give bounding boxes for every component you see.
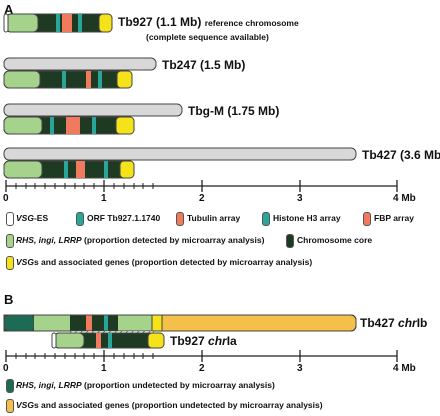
legend-rhs-undetected: RHS, ingi, LRRP (proportion undetected b… (16, 380, 275, 390)
legend-swatch-rhs-undetected (6, 379, 14, 393)
legend-vsgs-undetected: VSGs and associated genes (proportion un… (16, 400, 323, 410)
label-tb927-note2: (complete sequence available) (146, 32, 269, 42)
label-tb427-chrib: Tb427 chrIb (360, 316, 428, 330)
legend-swatch-fbp (363, 212, 371, 226)
legend-orf: ORF Tb927.1.1740 (87, 213, 161, 223)
axis-b-tick-3: 3 (297, 363, 303, 374)
axis-b-tick-2: 2 (199, 363, 205, 374)
legend-vsg-es: VSG-ES (16, 213, 49, 223)
axis-b (5, 350, 398, 362)
legend-swatch-orf (76, 212, 84, 226)
legend-swatch-histone (262, 212, 270, 226)
legend-fbp: FBP array (374, 213, 415, 223)
legend-swatch-tubulin (176, 212, 184, 226)
legend-swatch-vsgs-undetected (6, 399, 14, 413)
label-tb427: Tb427 (3.6 Mb) (362, 148, 440, 162)
tb927-name: Tb927 (1.1 Mb) (118, 15, 202, 29)
tb927-note1: reference chromosome (204, 18, 299, 28)
axis-b-tick-1: 1 (101, 363, 107, 374)
chromosome-tb927 (3, 13, 113, 33)
panel-b-letter: B (4, 292, 14, 307)
axis-a-tick-0: 0 (3, 193, 9, 204)
axis-a-tick-2: 2 (199, 193, 205, 204)
label-tb927: Tb927 (1.1 Mb) reference chromosome (118, 15, 299, 29)
label-tbg-m: Tbg-M (1.75 Mb) (188, 104, 280, 118)
legend-rhs: RHS, ingi, LRRP (proportion detected by … (16, 235, 265, 245)
legend-swatch-rhs (6, 234, 14, 248)
axis-a-tick-4: 4 Mb (393, 193, 416, 204)
axis-b-tick-4: 4 Mb (393, 363, 416, 374)
chromosome-tb927-chria (51, 332, 165, 349)
axis-a (5, 180, 398, 192)
legend-swatch-vsgs (6, 256, 14, 270)
axis-a-tick-3: 3 (297, 193, 303, 204)
legend-histone: Histone H3 array (273, 213, 341, 223)
chromosome-tbg-m (3, 103, 183, 135)
label-tb247: Tb247 (1.5 Mb) (162, 58, 246, 72)
axis-a-tick-1: 1 (101, 193, 107, 204)
legend-core: Chromosome core (297, 235, 373, 245)
legend-swatch-vsg-es (6, 212, 14, 226)
legend-tubulin: Tubulin array (187, 213, 241, 223)
chromosome-tb427-chrib (3, 314, 357, 332)
legend-vsgs: VSGs and associated genes (proportion de… (16, 257, 313, 267)
label-tb927-chria: Tb927 chrIa (170, 334, 237, 348)
chromosome-tb247 (3, 57, 157, 89)
legend-swatch-core (286, 234, 294, 248)
panel-a-letter: A (4, 2, 14, 17)
chromosome-tb427 (3, 147, 357, 179)
axis-b-tick-0: 0 (3, 363, 9, 374)
